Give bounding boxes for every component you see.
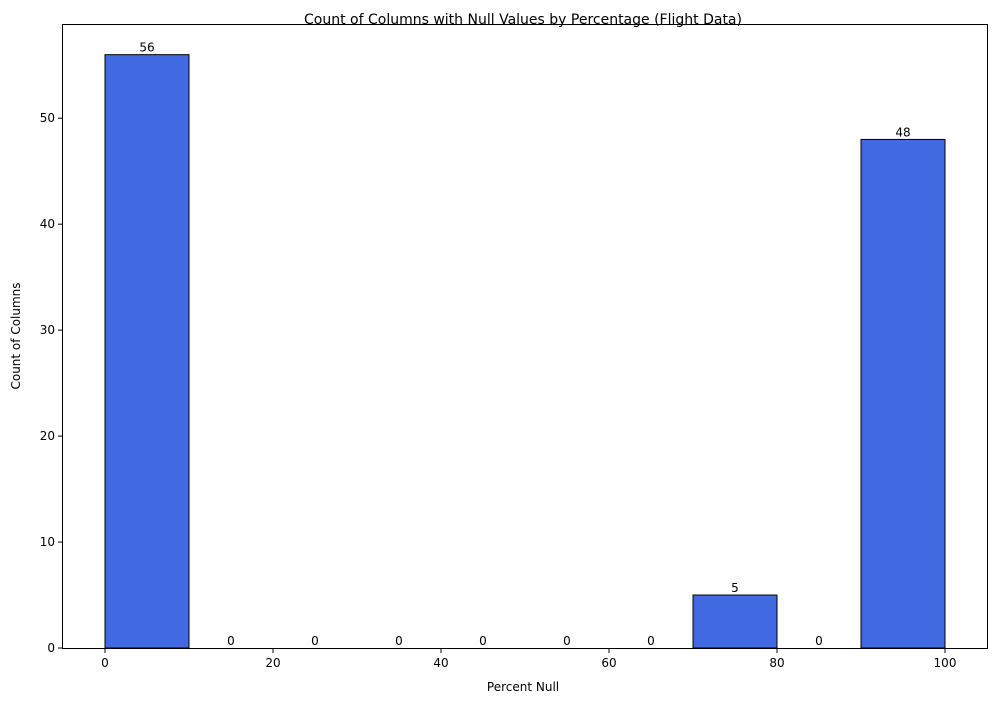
x-tick-label-5: 100 (934, 656, 957, 670)
y-tick-label-0: 0 (47, 641, 55, 655)
y-axis-label: Count of Columns (9, 282, 23, 389)
data-label-5: 0 (563, 634, 571, 648)
data-labels-group: 56 0 0 0 0 0 0 5 0 48 (139, 41, 910, 648)
y-tick-label-3: 30 (40, 323, 55, 337)
plot-frame (62, 24, 988, 649)
bar-9 (860, 138, 946, 649)
bar-0 (104, 54, 190, 649)
x-tick-label-2: 40 (433, 656, 448, 670)
y-tick-label-5: 50 (40, 111, 55, 125)
x-axis-ticks: 0 20 40 60 80 100 (101, 648, 956, 670)
data-label-4: 0 (479, 634, 487, 648)
bars-group (104, 54, 946, 649)
x-tick-label-3: 60 (601, 656, 616, 670)
data-label-7: 5 (731, 581, 739, 595)
data-label-3: 0 (395, 634, 403, 648)
data-label-2: 0 (311, 634, 319, 648)
data-label-6: 0 (647, 634, 655, 648)
x-tick-label-4: 80 (769, 656, 784, 670)
data-label-0: 56 (139, 41, 154, 55)
y-tick-label-4: 40 (40, 217, 55, 231)
x-axis-label: Percent Null (487, 680, 559, 694)
x-tick-label-0: 0 (101, 656, 109, 670)
data-label-8: 0 (815, 634, 823, 648)
y-tick-label-2: 20 (40, 429, 55, 443)
data-label-1: 0 (227, 634, 235, 648)
y-tick-label-1: 10 (40, 535, 55, 549)
bar-7 (692, 594, 778, 649)
data-label-9: 48 (895, 125, 910, 139)
y-axis-ticks: 0 10 20 30 40 50 (40, 111, 63, 655)
x-tick-label-1: 20 (265, 656, 280, 670)
chart-title: Count of Columns with Null Values by Per… (304, 12, 742, 28)
